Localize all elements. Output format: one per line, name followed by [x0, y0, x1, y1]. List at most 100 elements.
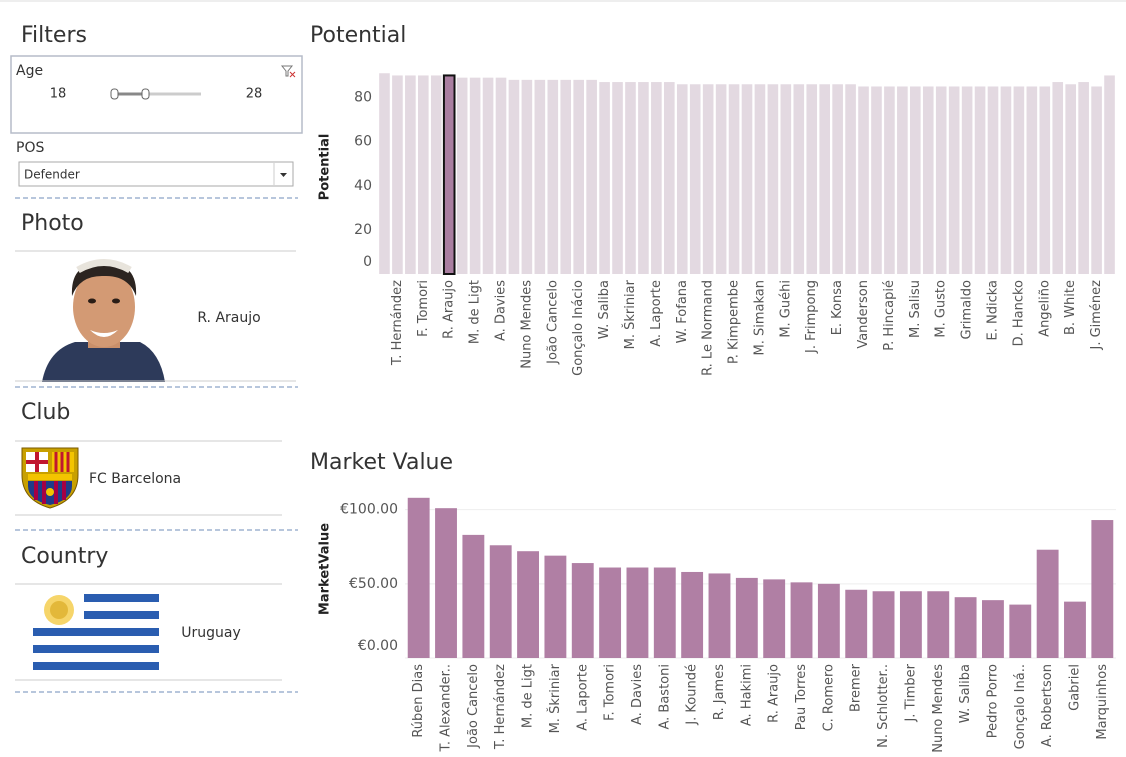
x-tick-label: P. Kimpembe — [727, 280, 742, 364]
x-tick-label: Pau Torres — [794, 664, 809, 730]
bar — [832, 84, 843, 275]
x-tick-label: Gonçalo Inácio — [571, 280, 586, 376]
x-tick-label: M. Škriniar — [622, 279, 638, 349]
x-tick-label: Grimaldo — [960, 280, 975, 340]
bar — [961, 86, 973, 274]
club-title: Club — [21, 400, 70, 425]
bar — [625, 82, 636, 274]
country-name: Uruguay — [181, 625, 241, 641]
pos-value: Defender — [24, 168, 80, 182]
photo-title: Photo — [21, 211, 84, 236]
x-tick-label: A. Hakimi — [739, 664, 754, 726]
bar — [1091, 520, 1114, 658]
player-photo — [42, 259, 165, 382]
club-name: FC Barcelona — [89, 471, 181, 487]
x-tick-label: T. Hernández — [390, 280, 405, 366]
country-title: Country — [21, 544, 108, 569]
club-crest — [21, 447, 79, 509]
bar — [442, 74, 456, 275]
bar — [638, 82, 649, 274]
x-tick-label: A. Bastoni — [657, 664, 672, 730]
bar — [1091, 86, 1102, 274]
x-tick-label: M. Guéhi — [778, 280, 793, 338]
country-flag — [33, 592, 159, 670]
chart-title: Potential — [310, 23, 406, 48]
bar — [534, 79, 546, 274]
x-tick-label: E. Ndicka — [986, 280, 1001, 340]
bar — [935, 86, 947, 274]
bar — [728, 84, 740, 275]
bar — [495, 77, 507, 275]
bar — [489, 545, 512, 658]
age-min: 18 — [50, 87, 67, 102]
bar — [793, 84, 805, 275]
bar — [948, 86, 960, 274]
x-tick-label: W. Fofana — [675, 280, 690, 343]
y-tick-label: 40 — [354, 178, 372, 194]
age-label: Age — [16, 63, 43, 79]
bar — [922, 86, 934, 274]
x-tick-label: W. Saliba — [958, 664, 973, 723]
y-tick-label: 0 — [363, 254, 372, 270]
bar — [612, 82, 623, 274]
bar — [456, 77, 468, 275]
bar — [482, 77, 494, 275]
bar — [845, 84, 856, 275]
x-tick-label: M. Škriniar — [547, 663, 563, 733]
x-tick-label: Gonçalo Iná.. — [1013, 664, 1028, 749]
bar — [871, 86, 882, 274]
bar — [599, 567, 622, 658]
x-tick-label: J. Giménez — [1089, 280, 1104, 351]
x-tick-label: R. Araujo — [442, 280, 457, 339]
bar — [987, 86, 999, 274]
bar — [806, 84, 818, 275]
bar — [767, 84, 779, 275]
bar — [462, 534, 485, 658]
bar — [544, 555, 567, 658]
bar — [1013, 86, 1025, 274]
x-tick-label: Nuno Mendes — [931, 664, 946, 753]
y-tick-label: €0.00 — [358, 638, 398, 654]
x-tick-label: A. Davies — [494, 280, 509, 341]
x-tick-label: A. Laporte — [649, 280, 664, 347]
x-tick-label: M. de Ligt — [521, 664, 536, 728]
y-tick-label: €100.00 — [340, 502, 398, 518]
bar — [689, 84, 701, 275]
x-tick-label: João Cancelo — [466, 664, 481, 749]
bar — [910, 86, 921, 274]
bar — [560, 79, 572, 274]
pos-dropdown[interactable] — [18, 161, 294, 187]
bar — [599, 82, 610, 274]
x-tick-label: J. Koundé — [685, 664, 700, 726]
bar — [790, 582, 813, 658]
x-tick-label: M. Simakan — [752, 280, 767, 355]
bar — [763, 579, 786, 658]
x-tick-label: F. Tomori — [416, 280, 431, 337]
bar — [379, 73, 390, 274]
bar — [508, 79, 520, 274]
y-tick-label: €50.00 — [349, 576, 398, 592]
bar — [547, 79, 559, 274]
x-tick-label: A. Laporte — [575, 664, 590, 731]
slider-handle[interactable] — [141, 88, 150, 100]
x-tick-label: N. Schlotter.. — [876, 664, 891, 748]
x-tick-label: Nuno Mendes — [519, 280, 534, 369]
dropdown-arrow — [280, 173, 287, 177]
bar — [708, 573, 731, 658]
bar — [418, 75, 429, 274]
x-tick-label: Marquinhos — [1095, 664, 1110, 740]
x-tick-label: M. Gusto — [934, 280, 949, 338]
y-tick-label: 60 — [354, 134, 372, 150]
bar — [845, 589, 868, 658]
bar — [676, 84, 688, 275]
bar — [573, 79, 584, 274]
player-name: R. Araujo — [197, 310, 260, 326]
slider-handle[interactable] — [110, 88, 119, 100]
x-tick-label: R. James — [712, 664, 727, 720]
clear-filter-icon[interactable] — [280, 65, 296, 78]
bar — [664, 82, 675, 274]
bar — [521, 79, 533, 274]
bar — [1036, 549, 1059, 658]
bar — [858, 86, 869, 274]
